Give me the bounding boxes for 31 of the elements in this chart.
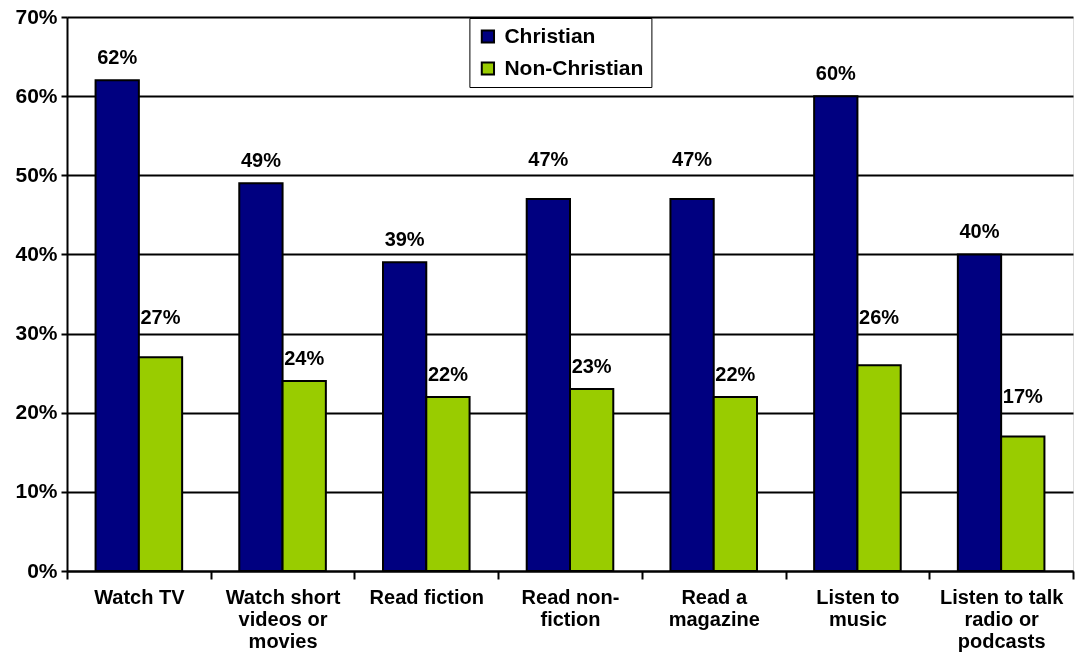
x-tick-label: Watch short videos or movies xyxy=(225,585,341,652)
data-label: 60% xyxy=(815,62,857,85)
data-label: 23% xyxy=(571,354,612,377)
data-label: 62% xyxy=(97,46,138,69)
x-tick-label: Listen to talk radio or podcasts xyxy=(939,585,1065,652)
y-tick-label: 60% xyxy=(15,83,58,107)
y-tick-label: 50% xyxy=(15,162,58,186)
data-label: 26% xyxy=(859,306,900,329)
y-tick-label: 10% xyxy=(15,479,58,503)
data-label: 17% xyxy=(1002,385,1044,408)
y-tick-label: 30% xyxy=(15,321,58,345)
x-tick-label: Read fiction xyxy=(369,585,485,608)
x-tick-label: Read a magazine xyxy=(668,585,760,630)
data-label: 22% xyxy=(427,362,469,385)
x-tick-label: Watch TV xyxy=(94,585,186,608)
y-tick-label: 70% xyxy=(15,4,58,28)
x-tick-label: Read non-fiction xyxy=(521,585,620,630)
y-tick-label: 20% xyxy=(15,400,58,424)
x-tick-label: Listen to music xyxy=(816,585,900,630)
data-label: 47% xyxy=(672,148,713,171)
data-label: 40% xyxy=(959,220,1000,243)
data-label: 22% xyxy=(715,362,756,385)
data-label: 27% xyxy=(140,306,181,329)
y-tick-label: 0% xyxy=(27,558,58,582)
legend-label: Christian xyxy=(504,23,596,47)
data-label: 47% xyxy=(528,148,569,171)
data-label: 49% xyxy=(240,149,282,172)
data-label: 39% xyxy=(384,228,425,251)
legend-label: Non-Christian xyxy=(504,55,644,79)
data-label: 24% xyxy=(284,347,325,370)
y-tick-label: 40% xyxy=(15,241,58,265)
